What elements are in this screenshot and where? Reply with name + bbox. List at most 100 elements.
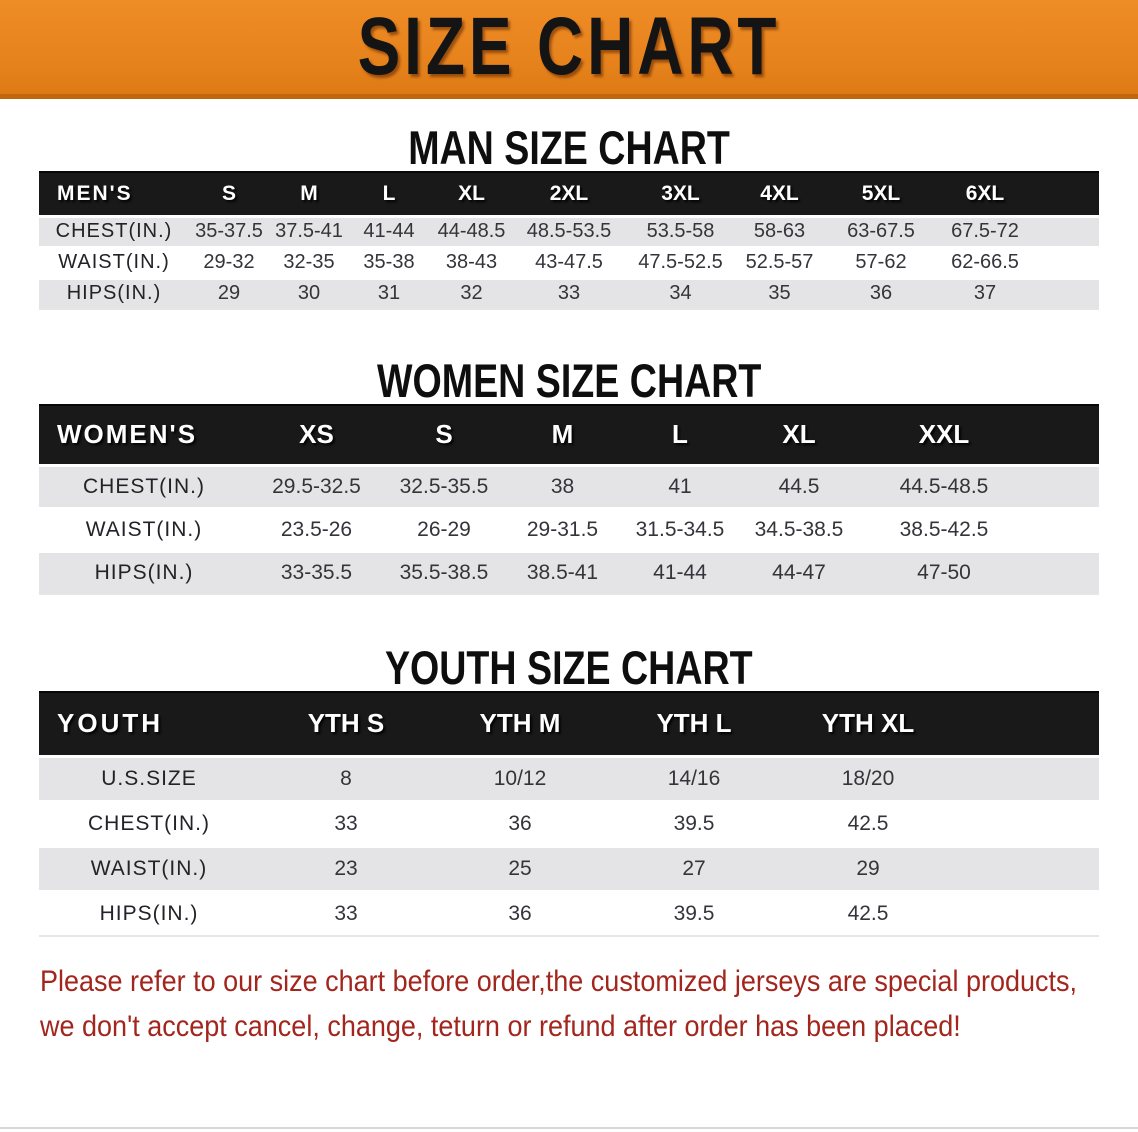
row-label: U.S.SIZE	[39, 756, 259, 803]
size-col-header: S	[384, 404, 504, 467]
table-row: WAIST(IN.) 23 25 27 29	[39, 846, 1099, 893]
size-cell: 23.5-26	[249, 508, 384, 553]
size-cell: 36	[433, 891, 607, 937]
size-cell: 23	[259, 846, 433, 893]
youth-section: YOUTH SIZE CHART YOUTH YTH S YTH M YTH L…	[0, 641, 1138, 937]
size-col-header: 3XL	[624, 171, 737, 218]
size-cell: 44.5-48.5	[859, 465, 1029, 510]
size-col-header: 4XL	[737, 171, 822, 218]
women-size-table: WOMEN'S XS S M L XL XXL CHEST(IN.) 29.5-…	[39, 404, 1099, 595]
men-table-title: MEN'S	[39, 171, 189, 218]
size-col-header: XL	[429, 171, 514, 218]
size-cell: 57-62	[822, 247, 940, 280]
size-cell: 39.5	[607, 891, 781, 937]
men-section-heading-text: MAN SIZE CHART	[408, 121, 730, 174]
table-row: CHEST(IN.) 35-37.5 37.5-41 41-44 44-48.5…	[39, 216, 1099, 249]
bottom-edge-line	[0, 1127, 1138, 1129]
row-label: CHEST(IN.)	[39, 801, 259, 848]
size-cell: 34	[624, 278, 737, 310]
youth-table-header-row: YOUTH YTH S YTH M YTH L YTH XL	[39, 691, 1099, 758]
size-cell: 58-63	[737, 216, 822, 249]
size-cell: 37.5-41	[269, 216, 349, 249]
size-cell: 32-35	[269, 247, 349, 280]
size-cell: 38	[504, 465, 621, 510]
size-cell: 10/12	[433, 756, 607, 803]
size-col-header: M	[269, 171, 349, 218]
spacer-cell	[955, 801, 1099, 848]
size-cell: 29	[189, 278, 269, 310]
size-cell: 47.5-52.5	[624, 247, 737, 280]
size-cell: 32	[429, 278, 514, 310]
size-cell: 48.5-53.5	[514, 216, 624, 249]
row-label: CHEST(IN.)	[39, 465, 249, 510]
women-section: WOMEN SIZE CHART WOMEN'S XS S M L XL XXL…	[0, 354, 1138, 595]
spacer-cell	[955, 691, 1099, 758]
youth-section-heading-text: YOUTH SIZE CHART	[385, 641, 753, 694]
men-section-heading: MAN SIZE CHART	[0, 121, 1138, 174]
table-row: HIPS(IN.) 33 36 39.5 42.5	[39, 891, 1099, 937]
size-cell: 30	[269, 278, 349, 310]
size-cell: 33	[259, 891, 433, 937]
size-cell: 33	[514, 278, 624, 310]
spacer-cell	[1029, 465, 1099, 510]
table-row: WAIST(IN.) 23.5-26 26-29 29-31.5 31.5-34…	[39, 508, 1099, 553]
size-cell: 35-37.5	[189, 216, 269, 249]
size-cell: 31	[349, 278, 429, 310]
table-row: U.S.SIZE 8 10/12 14/16 18/20	[39, 756, 1099, 803]
size-cell: 41-44	[349, 216, 429, 249]
size-col-header: XXL	[859, 404, 1029, 467]
men-size-table: MEN'S S M L XL 2XL 3XL 4XL 5XL 6XL CHEST…	[39, 171, 1099, 310]
size-cell: 29.5-32.5	[249, 465, 384, 510]
spacer-cell	[1030, 216, 1099, 249]
spacer-cell	[1030, 247, 1099, 280]
row-label: WAIST(IN.)	[39, 508, 249, 553]
size-cell: 42.5	[781, 891, 955, 937]
size-cell: 43-47.5	[514, 247, 624, 280]
size-cell: 41-44	[621, 551, 739, 595]
size-col-header: 2XL	[514, 171, 624, 218]
women-section-heading-text: WOMEN SIZE CHART	[376, 354, 762, 407]
size-cell: 37	[940, 278, 1030, 310]
size-col-header: XL	[739, 404, 859, 467]
spacer-cell	[1030, 171, 1099, 218]
size-cell: 41	[621, 465, 739, 510]
size-cell: 38.5-41	[504, 551, 621, 595]
size-col-header: YTH XL	[781, 691, 955, 758]
size-cell: 27	[607, 846, 781, 893]
size-cell: 44.5	[739, 465, 859, 510]
size-cell: 14/16	[607, 756, 781, 803]
size-col-header: L	[349, 171, 429, 218]
men-table-header-row: MEN'S S M L XL 2XL 3XL 4XL 5XL 6XL	[39, 171, 1099, 218]
row-label: HIPS(IN.)	[39, 278, 189, 310]
spacer-cell	[1030, 278, 1099, 310]
size-cell: 29-32	[189, 247, 269, 280]
table-row: CHEST(IN.) 33 36 39.5 42.5	[39, 801, 1099, 848]
disclaimer: Please refer to our size chart before or…	[40, 959, 1138, 1049]
size-cell: 42.5	[781, 801, 955, 848]
spacer-cell	[1029, 508, 1099, 553]
spacer-cell	[955, 756, 1099, 803]
women-table-title: WOMEN'S	[39, 404, 249, 467]
size-cell: 62-66.5	[940, 247, 1030, 280]
size-cell: 52.5-57	[737, 247, 822, 280]
disclaimer-line-2: we don't accept cancel, change, teturn o…	[40, 1010, 961, 1043]
size-col-header: S	[189, 171, 269, 218]
table-row: HIPS(IN.) 33-35.5 35.5-38.5 38.5-41 41-4…	[39, 551, 1099, 595]
size-cell: 35.5-38.5	[384, 551, 504, 595]
size-cell: 44-47	[739, 551, 859, 595]
size-col-header: YTH S	[259, 691, 433, 758]
size-cell: 18/20	[781, 756, 955, 803]
size-cell: 38.5-42.5	[859, 508, 1029, 553]
size-cell: 32.5-35.5	[384, 465, 504, 510]
disclaimer-line-1: Please refer to our size chart before or…	[40, 965, 1078, 998]
size-cell: 31.5-34.5	[621, 508, 739, 553]
size-cell: 63-67.5	[822, 216, 940, 249]
row-label: WAIST(IN.)	[39, 846, 259, 893]
table-row: WAIST(IN.) 29-32 32-35 35-38 38-43 43-47…	[39, 247, 1099, 280]
size-col-header: YTH M	[433, 691, 607, 758]
banner-title: SIZE CHART	[357, 1, 781, 92]
size-cell: 8	[259, 756, 433, 803]
size-cell: 33	[259, 801, 433, 848]
size-cell: 29-31.5	[504, 508, 621, 553]
spacer-cell	[955, 891, 1099, 937]
